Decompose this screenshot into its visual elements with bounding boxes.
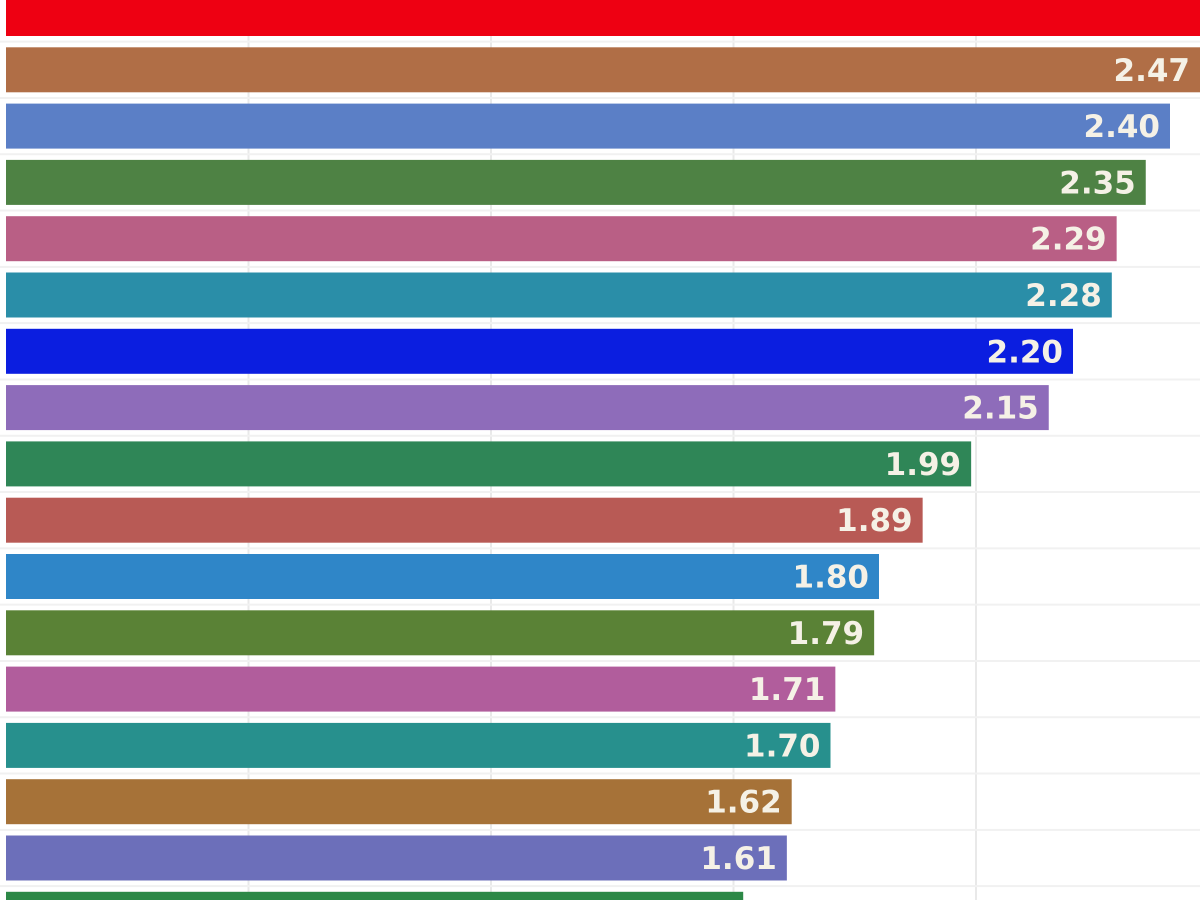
bar-16 — [6, 891, 744, 900]
bar-7 — [6, 385, 1049, 431]
bar-14 — [6, 779, 792, 825]
bar-value-label-13: 1.70 — [744, 728, 821, 764]
bar-5 — [6, 272, 1112, 318]
bar-0 — [6, 0, 1200, 36]
bar-6 — [6, 328, 1073, 374]
bar-value-label-14: 1.62 — [705, 785, 782, 821]
bar-15 — [6, 835, 787, 881]
bar-1 — [6, 47, 1200, 93]
bar-8 — [6, 441, 972, 487]
bar-12 — [6, 666, 836, 712]
bar-value-label-6: 2.20 — [987, 334, 1064, 370]
bar-value-label-11: 1.79 — [788, 616, 865, 652]
bar-value-label-4: 2.29 — [1030, 222, 1107, 258]
bar-value-label-7: 2.15 — [962, 391, 1039, 427]
bar-value-label-12: 1.71 — [749, 672, 826, 708]
bar-value-label-9: 1.89 — [836, 503, 913, 539]
bar-9 — [6, 497, 923, 543]
bar-3 — [6, 159, 1146, 205]
bar-4 — [6, 216, 1117, 262]
value-labels: 2.47 2.40 2.35 2.29 2.28 2.20 2.151.99 1.89 1.80… — [700, 53, 1190, 877]
bar-11 — [6, 610, 875, 656]
bar-value-label-8: 1.99 — [885, 447, 962, 483]
bar-value-label-3: 2.35 — [1059, 165, 1136, 201]
bar-value-label-15: 1.61 — [700, 841, 777, 877]
bar-13 — [6, 722, 831, 768]
bar-10 — [6, 554, 879, 599]
bar-value-label-1: 2.47 — [1114, 53, 1191, 89]
bar-value-label-10: 1.80 — [793, 560, 870, 596]
bar-2 — [6, 103, 1170, 149]
bars — [6, 0, 1200, 900]
bar-value-label-2: 2.40 — [1084, 109, 1161, 145]
bar-value-label-5: 2.28 — [1025, 278, 1102, 314]
